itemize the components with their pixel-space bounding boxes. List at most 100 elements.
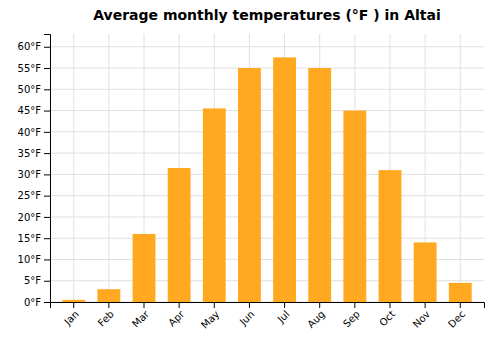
tick-mark bbox=[44, 238, 50, 239]
tick-mark bbox=[214, 302, 215, 308]
bar bbox=[449, 283, 472, 302]
tick-label: 40°F bbox=[18, 127, 42, 138]
tick-mark bbox=[179, 302, 180, 308]
tick: Aug bbox=[305, 302, 327, 330]
axis-line bbox=[44, 35, 51, 303]
bar bbox=[414, 242, 437, 302]
plot: Jan Feb Mar Apr May Jun Jul Aug Sep Oct Nov Dec 0°F 5… bbox=[18, 34, 485, 331]
bar bbox=[62, 300, 85, 302]
tick-mark bbox=[284, 302, 285, 308]
tick: Nov bbox=[411, 302, 433, 330]
tick: 40°F bbox=[18, 127, 50, 138]
grid-line bbox=[50, 174, 484, 175]
tick-label: Sep bbox=[341, 308, 362, 329]
grid-line bbox=[50, 110, 484, 111]
tick-label: 30°F bbox=[18, 169, 42, 180]
tick: 35°F bbox=[18, 148, 50, 159]
tick-label: 60°F bbox=[18, 41, 42, 52]
tick-label: Nov bbox=[411, 308, 433, 330]
tick-label: 15°F bbox=[18, 233, 42, 244]
tick-label: Dec bbox=[446, 308, 467, 329]
tick: Oct bbox=[377, 302, 397, 328]
chart: Jan Feb Mar Apr May Jun Jul Aug Sep Oct Nov Dec 0°F 5… bbox=[0, 0, 500, 350]
grid-line bbox=[460, 34, 461, 302]
tick-mark bbox=[44, 196, 50, 197]
tick-mark bbox=[460, 302, 461, 308]
y-axis: 0°F 5°F 10°F 15°F 20°F 25°F 30°F 35°F 40°F 45°F 50… bbox=[18, 35, 51, 308]
tick-mark bbox=[44, 153, 50, 154]
tick-mark bbox=[144, 302, 145, 308]
tick: Sep bbox=[341, 302, 362, 329]
tick: Mar bbox=[130, 302, 152, 329]
grid-line bbox=[50, 131, 484, 132]
tick-label: Jul bbox=[275, 308, 292, 325]
tick-label: 0°F bbox=[24, 297, 41, 308]
tick: 55°F bbox=[18, 63, 50, 74]
tick-mark bbox=[425, 302, 426, 308]
tick-label: 35°F bbox=[18, 148, 42, 159]
tick-label: Jan bbox=[61, 308, 80, 327]
tick: May bbox=[199, 302, 221, 331]
tick: Dec bbox=[446, 302, 467, 330]
tick: Jun bbox=[237, 302, 257, 328]
tick: Jan bbox=[61, 302, 80, 328]
tick-label: May bbox=[199, 308, 221, 330]
tick-mark bbox=[73, 302, 74, 308]
tick: 5°F bbox=[24, 275, 50, 286]
tick: 10°F bbox=[18, 254, 50, 265]
tick-mark bbox=[249, 302, 250, 308]
tick-label: Apr bbox=[166, 308, 187, 329]
grid-line bbox=[50, 238, 484, 239]
title: Average monthly temperatures (°F ) in Al… bbox=[93, 7, 441, 23]
tick-mark bbox=[44, 302, 50, 303]
tick: 20°F bbox=[18, 212, 50, 223]
tick: 25°F bbox=[18, 190, 50, 201]
tick-mark bbox=[44, 174, 50, 175]
axis-line bbox=[51, 303, 485, 309]
tick-mark bbox=[44, 68, 50, 69]
bar bbox=[203, 108, 226, 302]
bar bbox=[343, 111, 366, 302]
tick-mark bbox=[44, 47, 50, 48]
tick: Jul bbox=[275, 302, 292, 325]
tick-label: Mar bbox=[130, 308, 152, 330]
bars bbox=[62, 57, 471, 302]
tick-label: 45°F bbox=[18, 105, 42, 116]
tick-mark bbox=[44, 132, 50, 133]
tick: 0°F bbox=[24, 297, 50, 308]
grid-line bbox=[50, 68, 484, 69]
tick: 30°F bbox=[18, 169, 50, 180]
tick: 50°F bbox=[18, 84, 50, 95]
tick: Apr bbox=[166, 302, 187, 328]
bar bbox=[133, 234, 156, 302]
tick: 15°F bbox=[18, 233, 50, 244]
tick-label: 20°F bbox=[18, 212, 42, 223]
tick-mark bbox=[354, 302, 355, 308]
tick-mark bbox=[389, 302, 390, 308]
tick-mark bbox=[44, 259, 50, 260]
tick: 60°F bbox=[18, 41, 50, 52]
tick-label: 25°F bbox=[18, 190, 42, 201]
grid-line bbox=[50, 216, 484, 217]
tick-label: 50°F bbox=[18, 84, 42, 95]
tick-label: 55°F bbox=[18, 63, 42, 74]
tick: Feb bbox=[96, 302, 116, 329]
grid-line bbox=[108, 34, 109, 302]
tick-label: Jun bbox=[237, 308, 257, 328]
grid bbox=[50, 34, 484, 302]
grid-line bbox=[50, 153, 484, 154]
tick-mark bbox=[319, 302, 320, 308]
bar bbox=[168, 168, 191, 302]
tick-label: 10°F bbox=[18, 254, 42, 265]
tick-label: 5°F bbox=[24, 275, 41, 286]
tick-mark bbox=[108, 302, 109, 308]
grid-line bbox=[50, 46, 484, 47]
bar bbox=[238, 68, 261, 302]
tick: 45°F bbox=[18, 105, 50, 116]
tick-label: Feb bbox=[96, 308, 116, 328]
bar bbox=[273, 57, 296, 302]
bar bbox=[379, 170, 402, 302]
grid-line bbox=[73, 34, 74, 302]
tick-label: Oct bbox=[377, 308, 397, 328]
tick-mark bbox=[44, 281, 50, 282]
